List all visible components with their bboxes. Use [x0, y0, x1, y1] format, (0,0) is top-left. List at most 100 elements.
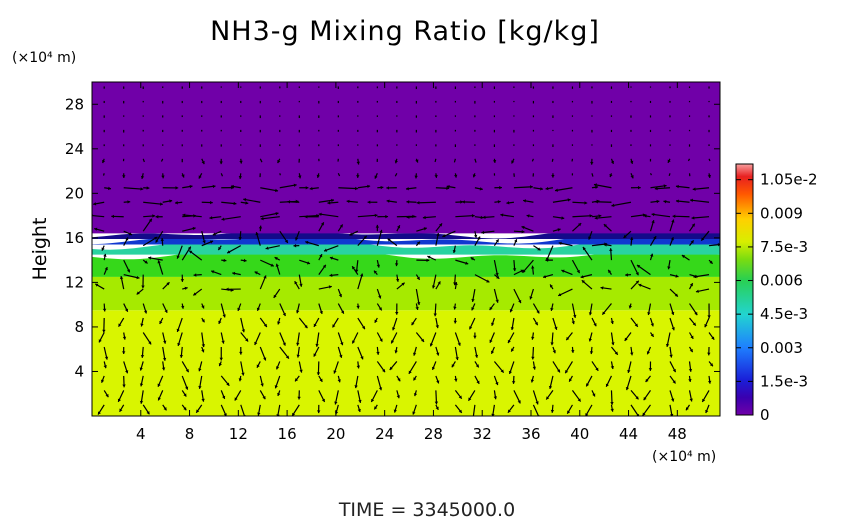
wind-vector-head	[482, 215, 486, 220]
wind-vector-head	[610, 321, 614, 325]
wind-vector-head	[689, 348, 693, 353]
wind-vector-head	[334, 401, 338, 405]
wind-vector-head	[140, 187, 144, 191]
wind-vector-head	[101, 247, 105, 251]
wind-vector	[552, 198, 571, 203]
wind-vector	[611, 201, 632, 207]
wind-vector-head	[245, 201, 249, 205]
wind-vector-head	[356, 175, 360, 178]
wind-vector-head	[254, 271, 258, 275]
wind-vector-head	[561, 269, 565, 273]
wind-vector-head	[260, 383, 264, 387]
wind-vector-head	[479, 187, 483, 191]
wind-vector-head	[198, 175, 202, 179]
wind-vector-head	[277, 159, 281, 164]
wind-vector-head	[422, 215, 426, 220]
wind-vector-head	[656, 199, 660, 204]
wind-vector-head	[406, 200, 410, 204]
wind-vector-head	[233, 201, 237, 206]
wind-vector-head	[122, 336, 127, 340]
wind-vector-head	[177, 342, 181, 346]
wind-vector-head	[651, 212, 655, 217]
wind-vector-head	[238, 378, 242, 382]
wind-vector-head	[146, 186, 150, 190]
wind-vector-head	[219, 357, 223, 361]
wind-vector-head	[522, 269, 526, 273]
wind-vector	[143, 201, 163, 205]
wind-vector-head	[462, 200, 465, 204]
wind-vector-head	[611, 203, 615, 208]
wind-vector-head	[495, 272, 499, 276]
wind-vector	[279, 173, 281, 176]
wind-vector-head	[672, 368, 676, 373]
wind-vector-head	[669, 354, 673, 358]
wind-vector-head	[245, 338, 249, 342]
wind-vector-head	[212, 184, 216, 189]
wind-vector-head	[394, 350, 398, 354]
wind-vector-head	[548, 385, 553, 389]
wind-vector-head	[566, 336, 570, 341]
wind-vector-head	[373, 270, 378, 274]
wind-vector-head	[357, 408, 361, 412]
wind-vector-head	[276, 366, 280, 370]
wind-vector-head	[144, 260, 148, 264]
wind-vector-head	[391, 340, 395, 344]
wind-vector-head	[500, 213, 504, 217]
wind-vector-head	[469, 326, 473, 330]
wind-vector-head	[354, 385, 358, 389]
wind-vector-head	[569, 378, 573, 382]
wind-vector-head	[630, 160, 634, 164]
wind-vector-head	[603, 224, 608, 228]
wind-vector-head	[672, 214, 676, 218]
wind-vector-head	[435, 325, 439, 329]
wind-vector-head	[534, 321, 538, 326]
wind-vector-head	[118, 323, 122, 327]
wind-vector-head	[586, 383, 590, 387]
wind-vector	[572, 215, 593, 218]
x-axis: 4 8 12 16 20 24 28 32 36 40 44 48	[136, 82, 687, 443]
field-layer	[92, 239, 720, 255]
wind-vector-head	[337, 379, 341, 383]
wind-vector-head	[701, 237, 705, 241]
wind-vector-head	[274, 257, 278, 261]
wind-vector-head	[166, 282, 170, 286]
colorbar	[735, 163, 754, 416]
wind-vector-head	[610, 160, 615, 164]
wind-vector-head	[481, 230, 485, 235]
wind-vector-head	[571, 321, 575, 325]
wind-vector-head	[646, 351, 651, 355]
wind-vector-head	[332, 324, 336, 328]
wind-vector-head	[263, 357, 267, 361]
wind-vector-head	[665, 343, 670, 347]
wind-vector	[474, 274, 490, 283]
wind-vector-head	[490, 350, 495, 354]
wind-vector-head	[98, 339, 102, 343]
wind-vector-head	[416, 201, 420, 205]
wind-vector-head	[654, 186, 658, 191]
wind-vector	[434, 158, 437, 163]
wind-vector-head	[237, 307, 241, 311]
wind-vector-head	[521, 225, 525, 230]
wind-vector-head	[139, 383, 144, 387]
wind-vector-head	[389, 366, 393, 370]
wind-vector-head	[453, 282, 457, 286]
wind-vector-head	[550, 342, 554, 346]
wind-vector-head	[598, 214, 602, 218]
wind-vector-head	[582, 247, 586, 251]
wind-vector-head	[360, 356, 364, 360]
wind-vector-head	[651, 220, 655, 224]
wind-vector-head	[711, 336, 715, 340]
wind-vector-head	[296, 342, 300, 346]
wind-vector-head	[94, 227, 98, 231]
wind-vector-head	[675, 274, 679, 278]
wind-vector-head	[551, 174, 555, 178]
wind-vector-head	[526, 214, 530, 218]
wind-vector	[630, 259, 639, 276]
wind-vector	[531, 158, 534, 162]
wind-vector-head	[416, 276, 420, 280]
wind-vector-head	[316, 174, 320, 178]
wind-vector-head	[610, 366, 615, 370]
wind-vector-head	[514, 239, 518, 243]
wind-vector-head	[239, 160, 243, 164]
